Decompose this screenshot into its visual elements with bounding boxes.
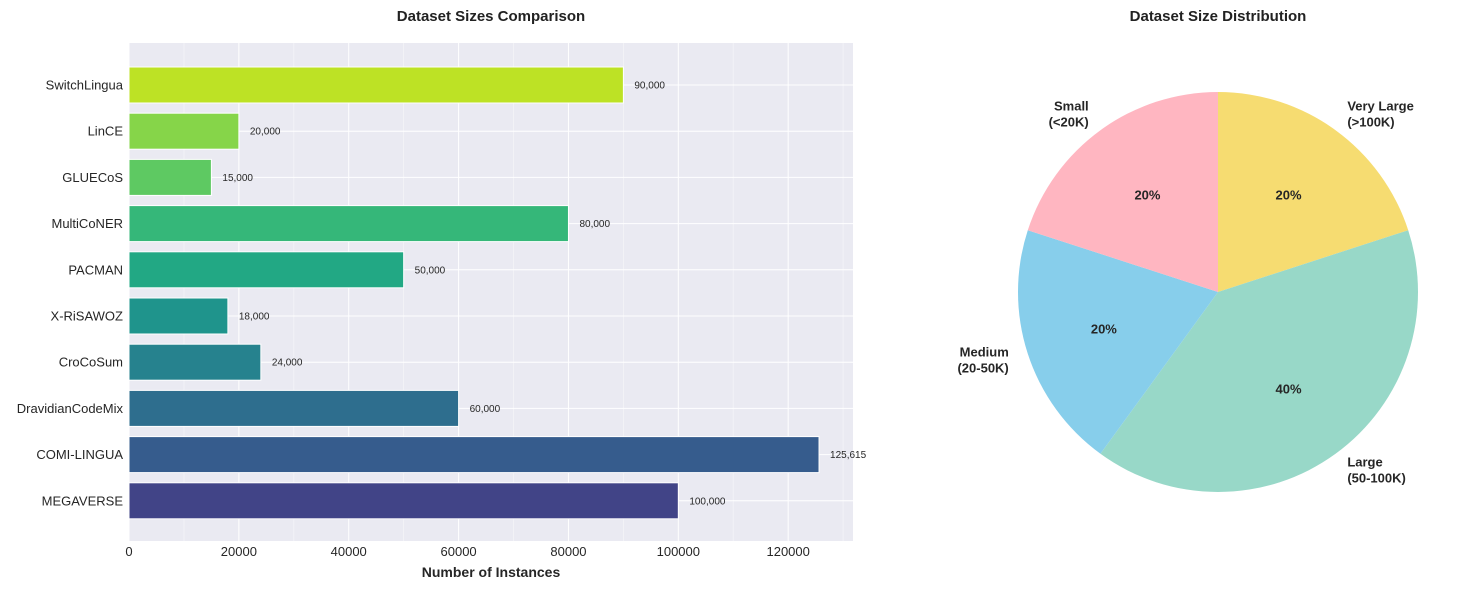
pie-chart-title: Dataset Size Distribution — [1130, 8, 1307, 25]
bar-chart-title: Dataset Sizes Comparison — [397, 8, 585, 25]
bar-value-label: 20,000 — [250, 127, 281, 138]
bar-marks — [128, 66, 820, 520]
pie-slice-medium — [1018, 230, 1218, 454]
x-tick-label: 120000 — [766, 544, 809, 559]
pie-percent-label: 20% — [1091, 322, 1117, 337]
pie-slices — [1018, 92, 1418, 492]
bar-comi-lingua — [128, 436, 820, 474]
pie-label-medium: Medium (20-50K) — [957, 344, 1008, 375]
pie-category-labels: Very Large (>100K) Large (50-100K) Medium (20… — [957, 99, 1413, 486]
x-tick-label: 100000 — [657, 544, 700, 559]
category-label: PACMAN — [68, 262, 123, 277]
pie-slice-very-large — [1218, 92, 1409, 292]
bar-chart: 90,000 20,000 15,000 80,000 50,000 18,000 24,0… — [17, 8, 867, 580]
category-label: MEGAVERSE — [42, 493, 124, 508]
pie-percent-label: 20% — [1134, 187, 1160, 202]
bar-lince — [128, 112, 240, 150]
category-label: COMI-LINGUA — [36, 447, 123, 462]
bar-x-risawoz — [128, 297, 229, 335]
bar-value-label: 50,000 — [415, 265, 446, 276]
category-label: DravidianCodeMix — [17, 401, 124, 416]
bar-value-label: 125,615 — [830, 450, 867, 461]
bar-value-label: 90,000 — [634, 81, 665, 92]
bar-value-label: 24,000 — [272, 358, 303, 369]
x-tick-label: 20000 — [221, 544, 257, 559]
category-label: X-RiSAWOZ — [51, 309, 124, 324]
pie-percent-label: 20% — [1276, 187, 1302, 202]
pie-label-large: Large (50-100K) — [1347, 454, 1406, 485]
x-tick-label: 80000 — [550, 544, 586, 559]
pie-label-very-large: Very Large (>100K) — [1347, 99, 1414, 130]
bar-switchlingua — [128, 66, 624, 104]
category-label: LinCE — [88, 124, 124, 139]
bar-x-tick-labels: 0 20000 40000 60000 80000 100000 120000 — [125, 544, 809, 559]
pie-slice-small — [1027, 92, 1218, 292]
pie-percent-label: 40% — [1276, 382, 1302, 397]
bar-category-labels: SwitchLingua LinCE GLUECoS MultiCoNER PACMAN… — [17, 78, 124, 509]
category-label: GLUECoS — [62, 170, 123, 185]
bar-value-labels: 90,000 20,000 15,000 80,000 50,000 18,000 24,0… — [222, 81, 866, 508]
bar-dravidiancodemix — [128, 389, 460, 427]
bar-megaverse — [128, 482, 679, 520]
x-tick-label: 0 — [125, 544, 132, 559]
bar-value-label: 18,000 — [239, 312, 270, 323]
bar-crocosum — [128, 343, 262, 381]
bar-value-label: 15,000 — [222, 173, 253, 184]
pie-chart: Very Large (>100K) Large (50-100K) Medium (20… — [957, 8, 1418, 492]
x-tick-label: 40000 — [331, 544, 367, 559]
bar-value-label: 80,000 — [579, 219, 610, 230]
bar-value-label: 60,000 — [470, 404, 501, 415]
pie-percent-labels: 20% 40% 20% 20% — [1091, 187, 1302, 396]
bar-value-label: 100,000 — [689, 496, 726, 507]
bar-multiconer — [128, 205, 569, 243]
category-label: SwitchLingua — [46, 78, 124, 93]
pie-label-small: Small (<20K) — [1049, 99, 1089, 130]
category-label: MultiCoNER — [51, 216, 123, 231]
category-label: CroCoSum — [59, 355, 123, 370]
bar-gluecos — [128, 158, 212, 196]
pie-slice-large — [1100, 230, 1418, 492]
bar-x-axis-label: Number of Instances — [422, 564, 561, 580]
x-tick-label: 60000 — [441, 544, 477, 559]
bar-pacman — [128, 251, 405, 289]
